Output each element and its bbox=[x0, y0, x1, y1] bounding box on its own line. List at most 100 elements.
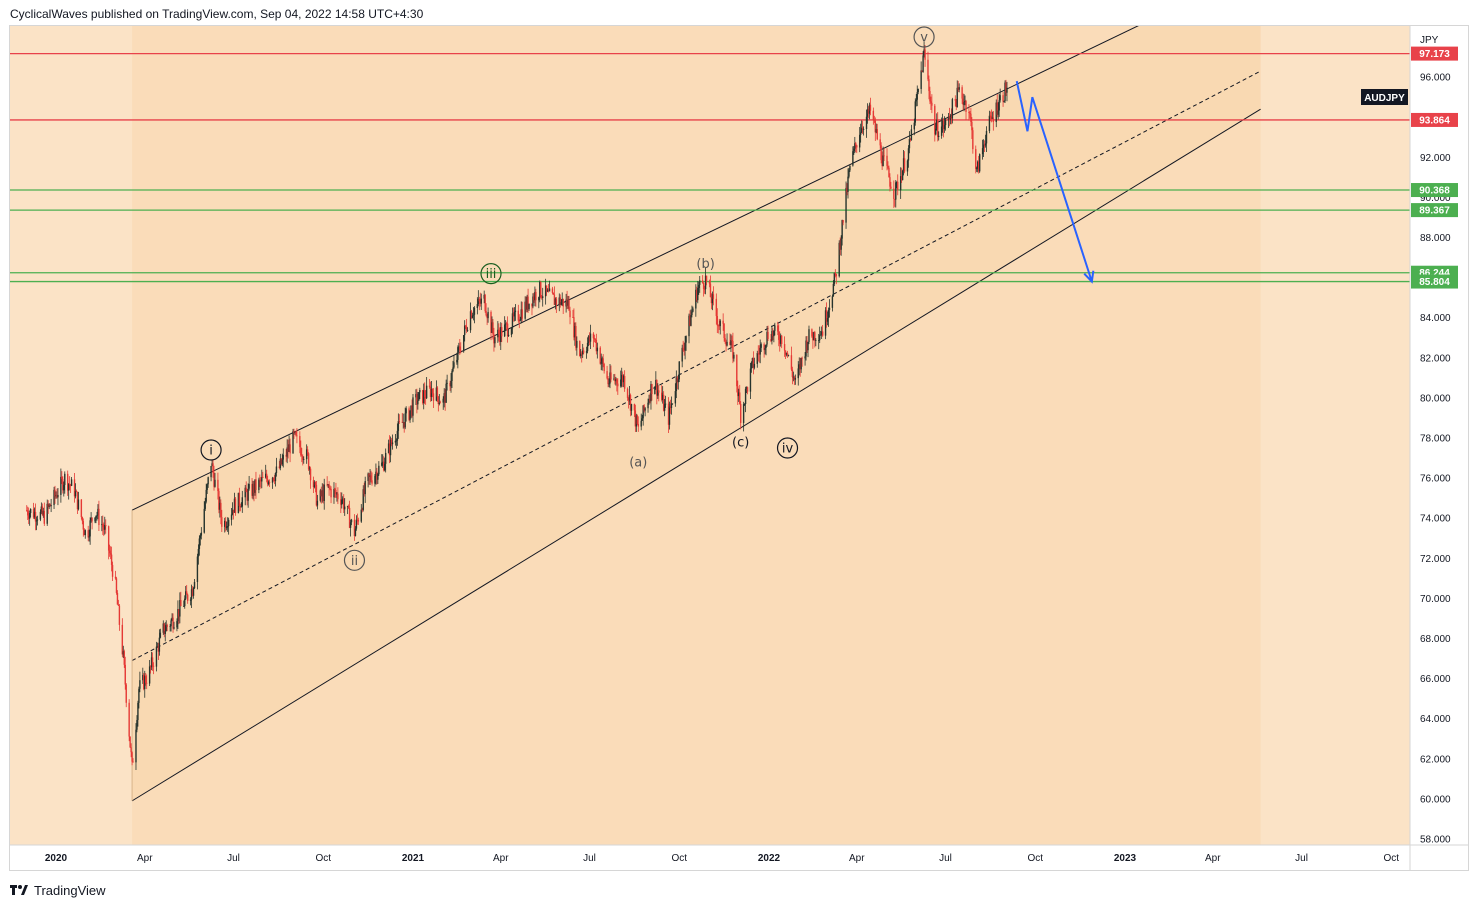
candle-body bbox=[951, 99, 954, 119]
candle-body bbox=[402, 422, 404, 423]
candle-body bbox=[630, 404, 633, 411]
candle-body bbox=[842, 220, 844, 223]
candle-body bbox=[880, 145, 882, 161]
candle-body bbox=[943, 125, 946, 130]
candle-body bbox=[255, 479, 257, 491]
candle-body bbox=[711, 294, 714, 304]
candle-body bbox=[435, 387, 438, 401]
candle-body bbox=[663, 404, 666, 411]
candle-body bbox=[915, 99, 917, 102]
candle-body bbox=[859, 132, 862, 135]
projection-arrowhead bbox=[1083, 270, 1095, 284]
candle-body bbox=[260, 479, 262, 482]
candle-body bbox=[718, 325, 720, 327]
candle-body bbox=[95, 515, 97, 518]
candle-body bbox=[289, 444, 291, 454]
candle-body bbox=[613, 378, 615, 380]
candle-body bbox=[445, 383, 447, 403]
candle-body bbox=[699, 280, 701, 285]
price-tick-label: 76.000 bbox=[1420, 474, 1451, 485]
candle-body bbox=[984, 143, 987, 146]
candle-body bbox=[573, 317, 575, 338]
candle-body bbox=[382, 461, 384, 463]
candle-body bbox=[214, 479, 216, 487]
candle-body bbox=[929, 91, 931, 102]
candle-body bbox=[314, 482, 317, 485]
candle-body bbox=[76, 491, 79, 510]
candle-body bbox=[493, 334, 495, 344]
candle-body bbox=[224, 520, 226, 527]
candle-body bbox=[353, 519, 356, 537]
candle-body bbox=[793, 376, 796, 380]
candle-body bbox=[805, 340, 807, 357]
candle-body bbox=[364, 481, 366, 495]
candle-body bbox=[221, 517, 223, 527]
candle-body bbox=[553, 294, 556, 305]
candle-body bbox=[876, 129, 878, 140]
candle-body bbox=[101, 524, 103, 526]
candle-body bbox=[265, 473, 268, 479]
candle-body bbox=[874, 120, 877, 133]
candle-body bbox=[77, 499, 80, 510]
candle-body bbox=[689, 315, 691, 326]
candle-body bbox=[494, 337, 496, 344]
candle-body bbox=[135, 729, 137, 763]
candle-body bbox=[879, 139, 881, 146]
candle-body bbox=[198, 538, 201, 549]
candle-body bbox=[94, 517, 96, 522]
candle-body bbox=[521, 309, 523, 319]
candle-body bbox=[446, 382, 448, 384]
candle-body bbox=[541, 296, 543, 298]
candle-body bbox=[50, 505, 52, 507]
time-axis[interactable]: 2020 Apr Jul Oct 2021 Apr Jul Oct 2022 Apr Jul Oct 2… bbox=[45, 853, 1399, 864]
candle-body bbox=[354, 528, 357, 537]
candle-body bbox=[847, 176, 849, 193]
candle-body bbox=[620, 379, 622, 387]
candle-body bbox=[506, 323, 509, 336]
candle-body bbox=[316, 500, 319, 506]
candle-body bbox=[894, 198, 896, 200]
candle-body bbox=[975, 149, 977, 169]
candle-body bbox=[831, 296, 834, 308]
candle-body bbox=[103, 526, 105, 530]
candle-body bbox=[170, 620, 172, 627]
candle-body bbox=[944, 119, 947, 126]
candle-body bbox=[401, 421, 403, 423]
wave-label-circle bbox=[913, 26, 935, 48]
candle-body bbox=[159, 632, 162, 638]
candle-body bbox=[517, 310, 520, 321]
candle-body bbox=[883, 155, 885, 157]
candle-body bbox=[383, 463, 386, 471]
candle-body bbox=[954, 99, 956, 101]
price-tick-label: 96.000 bbox=[1420, 73, 1451, 84]
candle-body bbox=[213, 472, 215, 487]
candle-body bbox=[237, 492, 240, 514]
candle-body bbox=[158, 637, 161, 652]
candle-body bbox=[186, 594, 189, 601]
candle-body bbox=[588, 336, 591, 342]
candle-body bbox=[346, 506, 349, 507]
candle-body bbox=[104, 525, 106, 530]
candle-body bbox=[554, 298, 557, 305]
candle-body bbox=[490, 311, 492, 333]
candle-body bbox=[172, 617, 174, 629]
candle-body bbox=[526, 296, 528, 310]
candle-body bbox=[262, 477, 264, 479]
candle-body bbox=[49, 504, 51, 507]
candle-body bbox=[820, 331, 823, 335]
candle-body bbox=[811, 329, 813, 337]
candle-body bbox=[846, 187, 848, 193]
candle-body bbox=[466, 330, 469, 332]
candle-body bbox=[635, 415, 638, 427]
symbol-tag: AUDJPY bbox=[1361, 89, 1408, 105]
candle-body bbox=[621, 374, 623, 380]
level-tag-text: 93.864 bbox=[1419, 115, 1450, 126]
candle-body bbox=[698, 284, 700, 289]
candle-body bbox=[546, 289, 549, 292]
candle-body bbox=[702, 282, 705, 290]
candle-body bbox=[330, 488, 332, 498]
wave-label-circle bbox=[480, 263, 502, 285]
candle-body bbox=[463, 325, 466, 336]
candle-body bbox=[245, 487, 247, 493]
